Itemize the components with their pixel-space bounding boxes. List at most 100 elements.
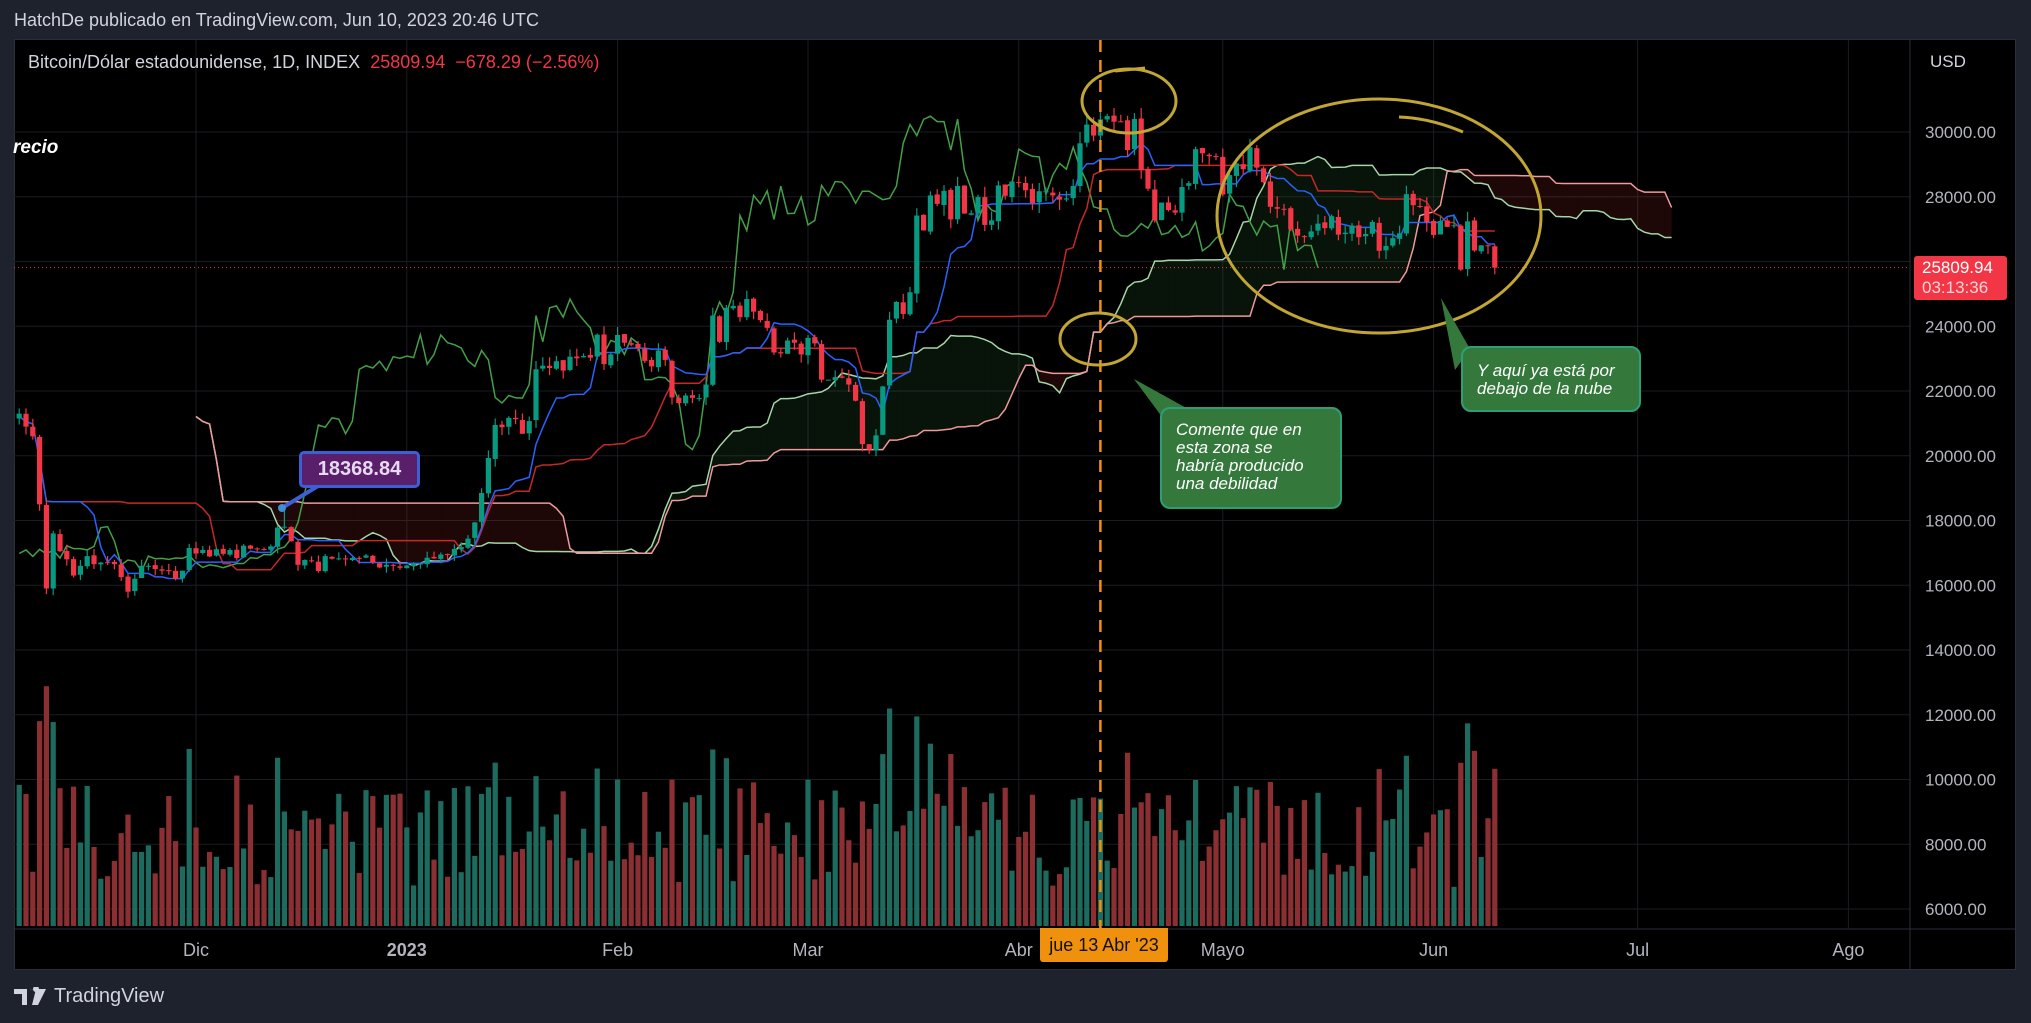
candle-body: [125, 576, 131, 592]
logo-text: TradingView: [54, 985, 165, 1007]
ichimoku-cloud-segment: [372, 503, 380, 536]
volume-bar: [1023, 831, 1029, 926]
volume-bar: [1199, 860, 1205, 926]
candle-body: [1029, 188, 1035, 204]
volume-bar: [907, 811, 913, 926]
candle-body: [574, 356, 580, 359]
volume-bar: [1315, 792, 1321, 926]
ichimoku-cloud-segment: [1052, 373, 1060, 393]
volume-bar: [315, 818, 321, 926]
volume-bar: [723, 758, 729, 926]
candle-body: [1084, 124, 1090, 143]
callout-below-cloud[interactable]: Y aquí ya está por debajo de la nube: [1461, 346, 1641, 412]
candle-body: [227, 549, 233, 555]
candle-body: [567, 356, 573, 370]
volume-bar: [1138, 802, 1144, 926]
volume-bar: [363, 790, 369, 926]
candle-body: [445, 553, 451, 555]
volume-bar: [785, 822, 791, 926]
candle-body: [703, 384, 709, 398]
ichimoku-cloud-segment: [440, 503, 448, 562]
candle-body: [519, 420, 525, 434]
candle-body: [173, 570, 179, 579]
price-callout[interactable]: 18368.84: [299, 451, 420, 488]
ichimoku-cloud-segment: [1590, 183, 1597, 211]
volume-bar: [621, 859, 627, 926]
ichimoku-cloud-segment: [1610, 183, 1618, 220]
volume-bar: [309, 819, 315, 926]
candle-body: [1451, 225, 1457, 227]
candle-body: [1159, 202, 1165, 220]
ichimoku-cloud-segment: [1488, 175, 1495, 198]
candle-body: [438, 554, 444, 559]
volume-bar: [662, 847, 668, 926]
callout-weakness[interactable]: Comente que en esta zona se habría produ…: [1160, 407, 1342, 509]
volume-bar: [1084, 820, 1090, 926]
volume-bar: [968, 836, 974, 926]
candle-body: [785, 340, 791, 354]
candle-body: [261, 549, 267, 551]
candle-body: [812, 337, 818, 344]
volume-bar: [791, 835, 797, 926]
volume-bar: [50, 722, 56, 926]
candle-body: [370, 555, 376, 563]
candle-body: [553, 361, 559, 369]
candle-body: [1206, 154, 1212, 157]
volume-bar: [1274, 805, 1280, 926]
ichimoku-cloud-segment: [726, 431, 734, 465]
candle-body: [560, 360, 566, 371]
volume-bar: [479, 793, 485, 926]
candle-body: [1465, 221, 1471, 269]
volume-bar: [825, 871, 831, 926]
tradingview-logo[interactable]: TradingView: [14, 985, 164, 1008]
ichimoku-cloud-segment: [1358, 165, 1366, 283]
ichimoku-cloud-segment: [1569, 183, 1577, 219]
candle-body: [132, 578, 138, 592]
ichimoku-cloud-segment: [1617, 183, 1624, 220]
ichimoku-cloud-segment: [1175, 260, 1182, 317]
ichimoku-cloud-segment: [984, 339, 992, 422]
candle-body: [1165, 202, 1171, 211]
ichimoku-cloud-segment: [420, 503, 428, 564]
volume-bar: [751, 782, 757, 926]
volume-bar: [1465, 723, 1471, 926]
volume-bar: [574, 860, 580, 926]
ichimoku-cloud-segment: [1426, 168, 1434, 214]
volume-bar: [771, 845, 777, 926]
ichimoku-cloud-segment: [515, 503, 523, 548]
ichimoku-cloud-segment: [406, 503, 414, 566]
volume-bar: [689, 797, 695, 926]
candle-body: [805, 337, 811, 356]
volume-bar: [445, 876, 451, 926]
candle-body: [166, 570, 172, 572]
ichimoku-cloud-segment: [413, 503, 421, 566]
candle-body: [995, 185, 1001, 222]
candle-body: [234, 549, 240, 559]
volume-bar: [1227, 812, 1233, 926]
currency-label[interactable]: USD: [1930, 52, 1966, 71]
ichimoku-cloud-segment: [1229, 238, 1237, 317]
symbol-legend[interactable]: Bitcoin/Dólar estadounidense, 1D, INDEX …: [28, 52, 599, 73]
volume-bar: [1220, 819, 1226, 926]
candle-body: [1111, 115, 1117, 122]
candle-body: [247, 545, 253, 549]
crosshair-date-label: jue 13 Abr '23: [1040, 928, 1168, 962]
candle-body: [77, 565, 83, 575]
candle-body: [145, 565, 151, 567]
volume-bar: [1070, 799, 1076, 926]
candle-body: [1213, 156, 1219, 158]
last-price-tag: 25809.94 03:13:36: [1914, 256, 2007, 300]
candle-body: [499, 424, 505, 428]
candle-body: [241, 545, 247, 558]
volume-bar: [1179, 840, 1185, 926]
volume-bar: [866, 828, 872, 926]
candle-body: [1437, 221, 1443, 235]
volume-bar: [1288, 807, 1294, 926]
ichimoku-cloud-segment: [1474, 175, 1482, 184]
candle-body: [1485, 245, 1491, 247]
ichimoku-cloud-segment: [522, 503, 530, 551]
ichimoku-cloud-segment: [1576, 183, 1584, 219]
volume-bar: [1458, 762, 1464, 926]
volume-bar: [676, 881, 682, 926]
